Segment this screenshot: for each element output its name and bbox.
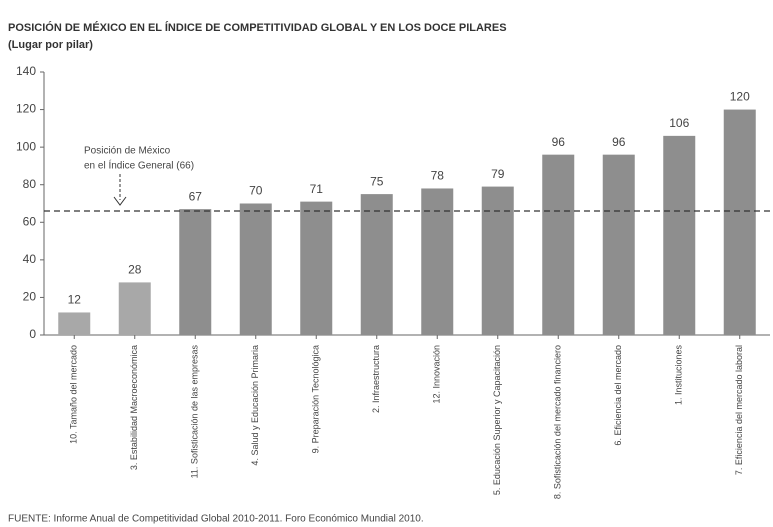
x-tick-label: 9. Preparación Tecnológica	[311, 345, 321, 453]
value-label: 70	[249, 184, 263, 198]
bar	[542, 154, 575, 335]
x-tick-label: 3. Estabilidad Macroeconómica	[129, 345, 139, 470]
x-tick-label: 7. Eficiencia del mercado laboral	[734, 345, 744, 475]
bar	[481, 186, 514, 335]
chart-title: POSICIÓN DE MÉXICO EN EL ÍNDICE DE COMPE…	[8, 21, 507, 34]
bar	[179, 209, 212, 335]
y-tick-label: 80	[23, 177, 37, 191]
x-tick-label: 2. Infraestructura	[371, 345, 381, 413]
y-tick-label: 40	[23, 252, 37, 266]
bar	[663, 135, 696, 335]
value-label: 71	[310, 182, 324, 196]
bar	[723, 109, 756, 335]
x-tick-label: 1. Instituciones	[674, 345, 684, 406]
bar	[239, 203, 272, 335]
annotation: en el Índice General (66)	[84, 159, 194, 172]
chart-subtitle: (Lugar por pilar)	[8, 39, 93, 51]
annotation-arrowhead	[113, 196, 127, 206]
x-tick-label: 6. Eficiencia del mercado	[613, 345, 623, 446]
value-label: 67	[189, 189, 203, 203]
x-tick-label: 5. Educación Superior y Capacitación	[492, 345, 502, 495]
bar	[602, 154, 635, 335]
y-tick-label: 140	[16, 64, 36, 78]
value-label: 106	[669, 116, 689, 130]
y-tick-label: 100	[16, 139, 36, 153]
bar	[421, 188, 454, 335]
x-tick-label: 8. Sofisticación del mercado financiero	[553, 345, 563, 499]
y-tick-label: 120	[16, 102, 36, 116]
annotation: Posición de México	[84, 146, 171, 157]
value-label: 28	[128, 263, 142, 277]
y-tick-label: 0	[29, 327, 36, 341]
value-label: 96	[612, 135, 626, 149]
value-label: 96	[552, 135, 566, 149]
x-tick-label: 10. Tamaño del mercado	[69, 345, 79, 444]
bar	[360, 194, 393, 335]
x-tick-label: 4. Salud y Educación Primaria	[250, 345, 260, 466]
value-label: 78	[431, 169, 445, 183]
bar	[118, 282, 151, 335]
value-label: 79	[491, 167, 505, 181]
value-label: 75	[370, 174, 384, 188]
source: FUENTE: Informe Anual de Competitividad …	[8, 514, 424, 525]
y-tick-label: 60	[23, 214, 37, 228]
value-label: 12	[68, 293, 82, 307]
bar	[300, 201, 333, 335]
value-label: 120	[730, 90, 750, 104]
bar	[58, 312, 91, 335]
y-tick-label: 20	[23, 290, 37, 304]
x-tick-label: 12. Innovación	[432, 345, 442, 404]
x-tick-label: 11. Sofisticación de las empresas	[190, 345, 200, 479]
